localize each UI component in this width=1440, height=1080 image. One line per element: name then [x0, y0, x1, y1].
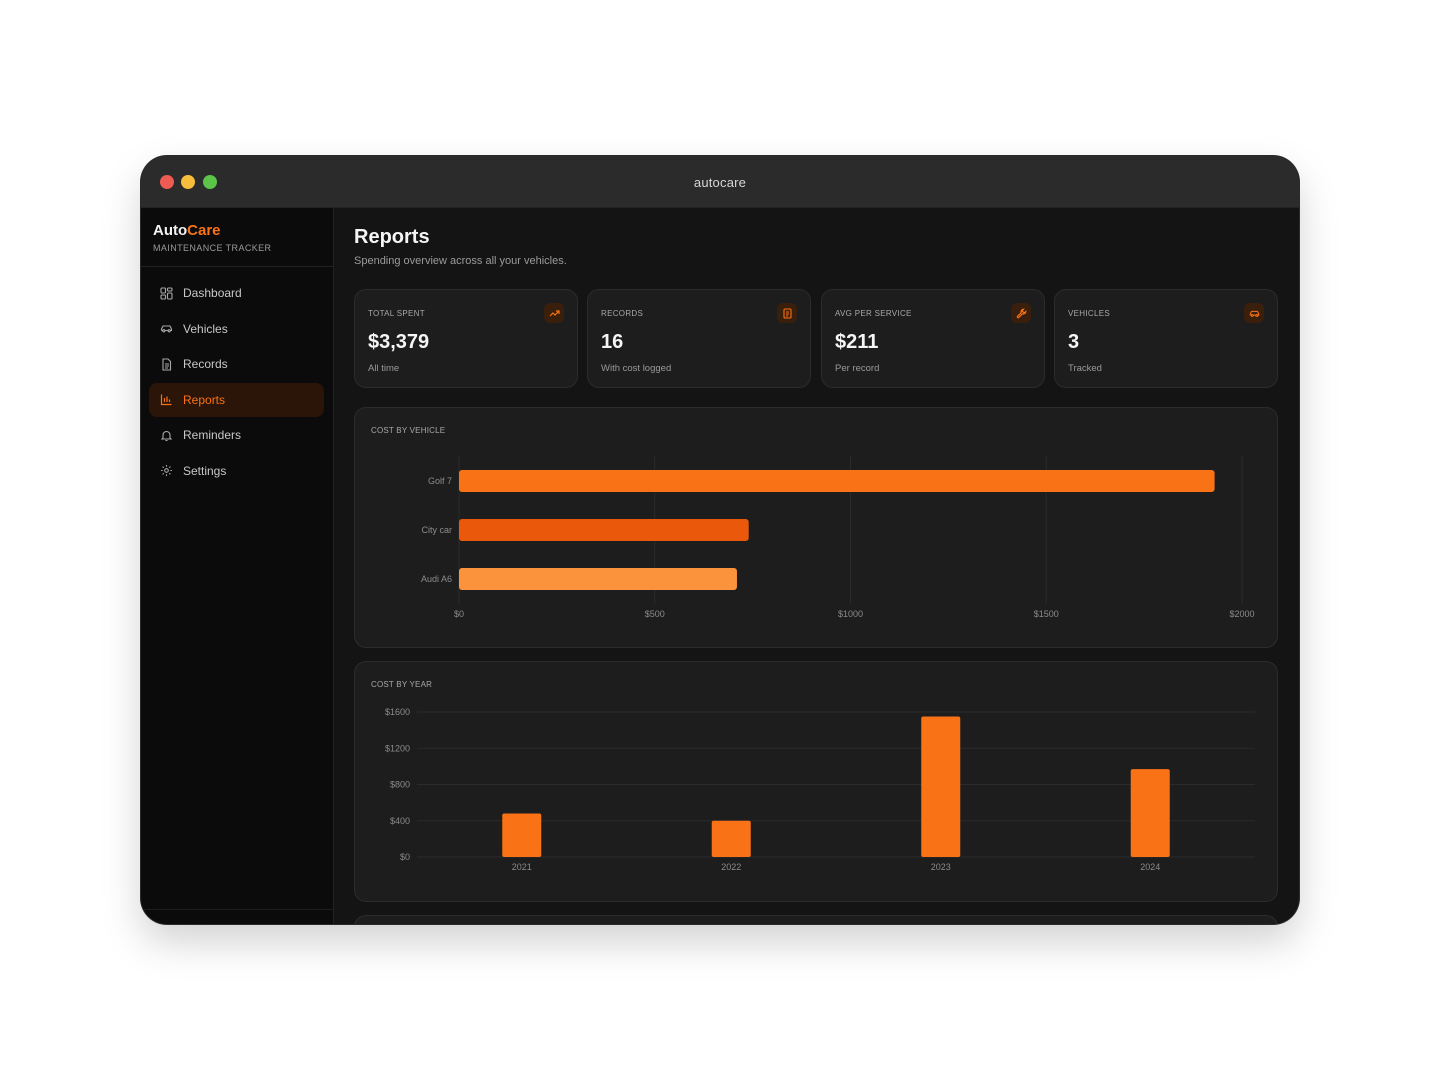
stat-label: TOTAL SPENT	[368, 309, 425, 318]
sidebar-item-label: Vehicles	[183, 321, 228, 336]
gear-icon	[160, 464, 173, 477]
brand-subtitle: MAINTENANCE TRACKER	[153, 243, 272, 253]
stat-note: Tracked	[1068, 363, 1102, 374]
sidebar-footer-divider	[141, 909, 333, 910]
x-tick-label: $1500	[1034, 609, 1059, 619]
wrench-icon	[1011, 303, 1031, 323]
stat-note: Per record	[835, 363, 880, 374]
x-tick-label: $0	[454, 609, 464, 619]
cost-by-vehicle-panel: COST BY VEHICLE $0 $500 $1000 $1500 $2000 Gol…	[354, 407, 1278, 648]
sidebar-item-records[interactable]: Records	[149, 347, 324, 381]
x-tick-label: 2024	[1140, 862, 1160, 872]
page-title: Reports	[354, 226, 430, 248]
y-tick-label: $400	[390, 816, 410, 826]
stat-card-total-spent: TOTAL SPENT $3,379 All time	[354, 289, 578, 388]
y-tick-label: $0	[400, 852, 410, 862]
sidebar-nav: Dashboard Vehicles Records Reports	[149, 276, 324, 490]
grid-icon	[160, 286, 173, 300]
stat-label: VEHICLES	[1068, 309, 1110, 318]
sidebar-item-reports[interactable]: Reports	[149, 382, 324, 417]
cost-by-vehicle-chart: $0 $500 $1000 $1500 $2000 Golf 7 City car Audi …	[421, 456, 1255, 619]
maximize-window-button[interactable]	[203, 175, 217, 189]
x-tick-label: 2021	[512, 862, 532, 872]
stat-value: $211	[835, 331, 879, 353]
y-tick-label: $1200	[385, 743, 410, 753]
chart-title: COST BY YEAR	[371, 680, 433, 689]
stat-value: $3,379	[368, 331, 430, 353]
sidebar: AutoCare MAINTENANCE TRACKER Dashboard V…	[141, 208, 334, 924]
bar-chart-icon	[160, 393, 173, 406]
stat-label: RECORDS	[601, 309, 644, 318]
brand-name: AutoCare	[153, 222, 271, 239]
sidebar-item-label: Reminders	[183, 428, 242, 443]
app-window: autocare AutoCare MAINTENANCE TRACKER Da…	[141, 156, 1299, 924]
sidebar-item-vehicles[interactable]: Vehicles	[149, 312, 324, 346]
title-bar: autocare	[141, 156, 1299, 208]
y-tick-label: $800	[390, 780, 410, 790]
page-subtitle: Spending overview across all your vehicl…	[354, 255, 567, 267]
x-tick-label: $500	[645, 609, 665, 619]
sidebar-item-settings[interactable]: Settings	[149, 454, 324, 488]
sidebar-item-reminders[interactable]: Reminders	[149, 418, 324, 452]
brand-name-part1: Auto	[153, 222, 188, 239]
bar	[459, 519, 749, 541]
sidebar-divider	[141, 266, 333, 267]
stat-value: 3	[1068, 331, 1080, 353]
chart-title: COST BY VEHICLE	[371, 426, 446, 435]
main-content: Reports Spending overview across all you…	[334, 208, 1299, 924]
bar	[459, 470, 1215, 492]
bar	[459, 568, 737, 590]
brand-name-part2: Care	[187, 222, 221, 239]
car-icon	[1244, 303, 1264, 323]
bar	[502, 813, 542, 857]
y-tick-label: Golf 7	[428, 476, 452, 486]
stat-value: 16	[601, 331, 624, 353]
sidebar-item-dashboard[interactable]: Dashboard	[149, 276, 324, 310]
close-window-button[interactable]	[160, 175, 174, 189]
next-panel	[354, 915, 1278, 924]
bar	[921, 716, 961, 857]
bar	[711, 820, 751, 857]
car-icon	[160, 322, 173, 335]
x-tick-label: 2022	[721, 862, 741, 872]
document-icon	[160, 358, 173, 371]
stat-card-records: RECORDS 16 With cost logged	[587, 289, 811, 388]
window-title: autocare	[693, 175, 747, 190]
receipt-icon	[777, 303, 797, 323]
stat-label: AVG PER SERVICE	[835, 309, 912, 318]
stat-card-avg-per-service: AVG PER SERVICE $211 Per record	[821, 289, 1045, 388]
sidebar-item-label: Dashboard	[183, 286, 242, 300]
stat-note: All time	[368, 363, 400, 374]
y-tick-label: City car	[421, 525, 452, 535]
sidebar-item-label: Records	[183, 357, 228, 372]
y-tick-label: Audi A6	[421, 574, 452, 584]
y-tick-label: $1600	[385, 707, 410, 717]
minimize-window-button[interactable]	[181, 175, 195, 189]
brand: AutoCare MAINTENANCE TRACKER	[153, 222, 271, 253]
stat-note: With cost logged	[601, 363, 672, 374]
cost-by-year-chart: $0 $400 $800 $1200 $1600 2021 2022 2023 2024	[385, 707, 1255, 872]
sidebar-item-label: Reports	[183, 392, 226, 407]
x-tick-label: $1000	[838, 609, 863, 619]
bar	[1130, 769, 1170, 857]
trend-up-icon	[544, 303, 564, 323]
x-tick-label: $2000	[1229, 609, 1254, 619]
sidebar-item-label: Settings	[183, 463, 227, 478]
bell-icon	[160, 429, 173, 442]
cost-by-year-panel: COST BY YEAR $0 $400 $800 $1200 $1600 2021 202…	[354, 661, 1278, 902]
x-tick-label: 2023	[931, 862, 951, 872]
stat-card-vehicles: VEHICLES 3 Tracked	[1054, 289, 1278, 388]
